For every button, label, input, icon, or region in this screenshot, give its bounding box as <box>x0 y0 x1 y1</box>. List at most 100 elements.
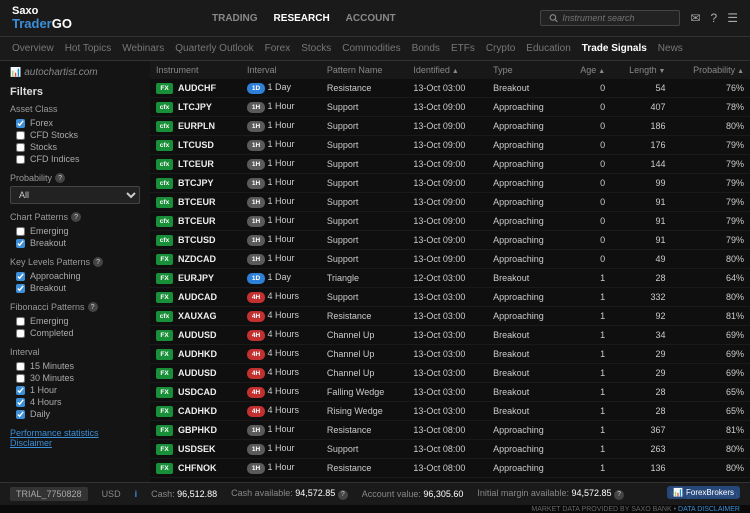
help-icon[interactable]: ? <box>71 212 81 222</box>
filter-item-breakout[interactable]: Breakout <box>10 282 140 294</box>
table-row[interactable]: FXNZDCAD1H 1 HourSupport13-Oct 09:00Appr… <box>150 250 750 269</box>
checkbox[interactable] <box>16 239 25 248</box>
col-interval[interactable]: Interval <box>241 61 321 79</box>
help-icon[interactable]: ? <box>93 257 103 267</box>
cell: 79% <box>671 155 750 174</box>
table-row[interactable]: FXAUDHKD4H 4 HoursChannel Up13-Oct 03:00… <box>150 345 750 364</box>
table-row[interactable]: cfxEURPLN1H 1 HourSupport13-Oct 09:00App… <box>150 117 750 136</box>
col-identified[interactable]: Identified ▲ <box>407 61 487 79</box>
table-row[interactable]: cfxBTCJPY1H 1 HourSupport13-Oct 09:00App… <box>150 174 750 193</box>
subnav-quarterly-outlook[interactable]: Quarterly Outlook <box>175 43 253 54</box>
checkbox[interactable] <box>16 131 25 140</box>
col-pattern-name[interactable]: Pattern Name <box>321 61 408 79</box>
checkbox[interactable] <box>16 329 25 338</box>
table-row[interactable]: cfxXAGUSD1H 1 HourSupport13-Oct 08:00App… <box>150 478 750 483</box>
main-nav-research[interactable]: RESEARCH <box>274 13 330 24</box>
subnav-forex[interactable]: Forex <box>265 43 291 54</box>
filter-item-forex[interactable]: Forex <box>10 117 140 129</box>
checkbox[interactable] <box>16 119 25 128</box>
col-age[interactable]: Age ▲ <box>565 61 611 79</box>
search-input[interactable] <box>562 13 671 23</box>
subnav-etfs[interactable]: ETFs <box>451 43 475 54</box>
subnav-crypto[interactable]: Crypto <box>486 43 515 54</box>
filter-item-1-hour[interactable]: 1 Hour <box>10 384 140 396</box>
subnav-education[interactable]: Education <box>526 43 570 54</box>
help-icon[interactable]: ? <box>55 173 65 183</box>
cell: 54 <box>611 79 671 98</box>
filter-item-emerging[interactable]: Emerging <box>10 225 140 237</box>
filter-item-30-minutes[interactable]: 30 Minutes <box>10 372 140 384</box>
table-row[interactable]: FXAUDUSD4H 4 HoursChannel Up13-Oct 03:00… <box>150 326 750 345</box>
checkbox[interactable] <box>16 374 25 383</box>
mail-icon[interactable]: ✉ <box>690 11 700 25</box>
cell: 65% <box>671 383 750 402</box>
subnav-webinars[interactable]: Webinars <box>122 43 164 54</box>
filter-item-15-minutes[interactable]: 15 Minutes <box>10 360 140 372</box>
table-row[interactable]: cfxXAUXAG4H 4 HoursResistance13-Oct 03:0… <box>150 307 750 326</box>
table-row[interactable]: FXUSDCAD4H 4 HoursFalling Wedge13-Oct 03… <box>150 383 750 402</box>
disclaimer-link[interactable]: DATA DISCLAIMER <box>678 506 740 513</box>
main-nav-account[interactable]: ACCOUNT <box>346 13 396 24</box>
filter-item-emerging[interactable]: Emerging <box>10 315 140 327</box>
table-row[interactable]: FXCADHKD4H 4 HoursRising Wedge13-Oct 03:… <box>150 402 750 421</box>
checkbox[interactable] <box>16 155 25 164</box>
filter-item-cfd-indices[interactable]: CFD Indices <box>10 153 140 165</box>
filter-item-stocks[interactable]: Stocks <box>10 141 140 153</box>
table-row[interactable]: cfxBTCUSD1H 1 HourSupport13-Oct 09:00App… <box>150 231 750 250</box>
table-row[interactable]: FXUSDSEK1H 1 HourSupport13-Oct 08:00Appr… <box>150 440 750 459</box>
filter-item-4-hours[interactable]: 4 Hours <box>10 396 140 408</box>
cell: Approaching <box>487 288 565 307</box>
subnav-hot-topics[interactable]: Hot Topics <box>65 43 112 54</box>
table-row[interactable]: cfxLTCEUR1H 1 HourSupport13-Oct 09:00App… <box>150 155 750 174</box>
menu-icon[interactable]: ☰ <box>727 11 738 25</box>
signals-table-wrap[interactable]: InstrumentIntervalPattern NameIdentified… <box>150 61 750 482</box>
filter-key-levels-patterns: Key Levels Patterns?ApproachingBreakout <box>10 257 140 294</box>
table-row[interactable]: FXGBPHKD1H 1 HourResistance13-Oct 08:00A… <box>150 421 750 440</box>
cell: 13-Oct 03:00 <box>407 307 487 326</box>
checkbox[interactable] <box>16 227 25 236</box>
col-length[interactable]: Length ▼ <box>611 61 671 79</box>
interval-pill: 4H <box>247 349 265 360</box>
search-box[interactable] <box>540 10 680 26</box>
filter-item-completed[interactable]: Completed <box>10 327 140 339</box>
subnav-commodities[interactable]: Commodities <box>342 43 400 54</box>
table-row[interactable]: cfxBTCEUR1H 1 HourSupport13-Oct 09:00App… <box>150 193 750 212</box>
info-icon[interactable]: i <box>135 489 138 499</box>
filter-item-breakout[interactable]: Breakout <box>10 237 140 249</box>
col-instrument[interactable]: Instrument <box>150 61 241 79</box>
subnav-stocks[interactable]: Stocks <box>301 43 331 54</box>
filter-item-cfd-stocks[interactable]: CFD Stocks <box>10 129 140 141</box>
probability-select[interactable]: All <box>10 186 140 204</box>
help-icon[interactable]: ? <box>711 11 718 25</box>
link-disclaimer[interactable]: Disclaimer <box>10 438 140 448</box>
table-row[interactable]: FXAUDCAD4H 4 HoursSupport13-Oct 03:00App… <box>150 288 750 307</box>
table-row[interactable]: FXAUDCHF1D 1 DayResistance13-Oct 03:00Br… <box>150 79 750 98</box>
main-nav-trading[interactable]: TRADING <box>212 13 258 24</box>
link-performance-statistics[interactable]: Performance statistics <box>10 428 140 438</box>
table-row[interactable]: FXAUDUSD4H 4 HoursChannel Up13-Oct 03:00… <box>150 364 750 383</box>
checkbox[interactable] <box>16 317 25 326</box>
cell: Approaching <box>487 478 565 483</box>
checkbox[interactable] <box>16 272 25 281</box>
checkbox[interactable] <box>16 362 25 371</box>
checkbox[interactable] <box>16 284 25 293</box>
filter-item-daily[interactable]: Daily <box>10 408 140 420</box>
help-icon[interactable]: ? <box>88 302 98 312</box>
table-row[interactable]: cfxLTCJPY1H 1 HourSupport13-Oct 09:00App… <box>150 98 750 117</box>
subnav-trade-signals[interactable]: Trade Signals <box>582 43 647 54</box>
checkbox[interactable] <box>16 398 25 407</box>
table-row[interactable]: cfxBTCEUR1H 1 HourSupport13-Oct 09:00App… <box>150 212 750 231</box>
filter-item-approaching[interactable]: Approaching <box>10 270 140 282</box>
table-row[interactable]: FXCHFNOK1H 1 HourResistance13-Oct 08:00A… <box>150 459 750 478</box>
col-probability[interactable]: Probability ▲ <box>671 61 750 79</box>
checkbox[interactable] <box>16 386 25 395</box>
subnav-bonds[interactable]: Bonds <box>412 43 440 54</box>
table-row[interactable]: cfxLTCUSD1H 1 HourSupport13-Oct 09:00App… <box>150 136 750 155</box>
checkbox[interactable] <box>16 143 25 152</box>
account-id[interactable]: TRIAL_7750828 <box>10 487 88 501</box>
table-row[interactable]: FXEURJPY1D 1 DayTriangle12-Oct 03:00Brea… <box>150 269 750 288</box>
subnav-news[interactable]: News <box>658 43 683 54</box>
subnav-overview[interactable]: Overview <box>12 43 54 54</box>
checkbox[interactable] <box>16 410 25 419</box>
col-type[interactable]: Type <box>487 61 565 79</box>
